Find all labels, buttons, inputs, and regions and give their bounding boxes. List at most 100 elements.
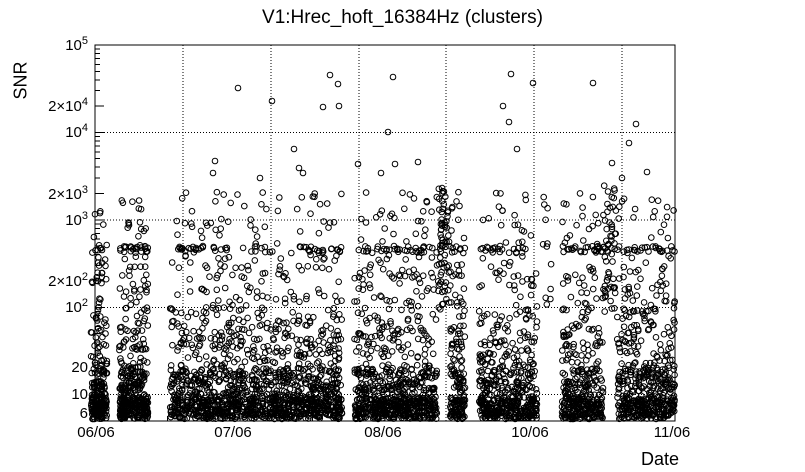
data-point (168, 259, 176, 266)
data-point (501, 394, 509, 402)
data-point (504, 401, 511, 409)
data-point (670, 316, 678, 324)
data-point (490, 330, 497, 337)
data-point (509, 394, 517, 401)
data-point (332, 384, 340, 392)
data-point (359, 275, 366, 283)
data-point (582, 387, 589, 395)
data-point (625, 340, 633, 347)
data-point (212, 198, 219, 205)
data-point (278, 414, 285, 422)
data-point (671, 362, 678, 370)
data-point (98, 246, 106, 254)
data-point (657, 228, 665, 236)
data-point (519, 238, 526, 246)
data-point (394, 248, 402, 256)
data-point (304, 263, 312, 270)
data-point (490, 351, 498, 358)
data-point (116, 285, 124, 292)
data-point (374, 314, 381, 321)
data-point (177, 246, 185, 253)
data-point (523, 316, 530, 323)
data-point (561, 239, 569, 246)
data-point (265, 367, 272, 374)
data-point (179, 376, 187, 383)
data-point (313, 255, 320, 263)
data-point (296, 410, 303, 418)
data-point (188, 404, 195, 412)
data-point (586, 263, 593, 271)
data-point (396, 280, 403, 287)
data-point (514, 221, 522, 228)
data-point (237, 333, 244, 341)
data-point (447, 328, 455, 335)
data-point (589, 79, 597, 87)
data-point (418, 293, 426, 300)
data-point (180, 322, 188, 330)
y-tick-label: 103 (65, 209, 88, 229)
data-point (508, 383, 516, 391)
data-point (492, 376, 500, 384)
data-point (458, 272, 465, 280)
data-point (95, 303, 102, 311)
data-point (310, 384, 318, 391)
data-point (102, 391, 109, 398)
data-point (624, 329, 632, 337)
data-point (88, 404, 95, 411)
data-point (530, 412, 538, 419)
data-point (580, 345, 588, 353)
data-point (94, 349, 102, 357)
data-point (605, 269, 612, 276)
data-point (627, 399, 635, 407)
data-point (285, 325, 292, 333)
data-point (217, 329, 225, 336)
y-tick-label: 2×103 (48, 183, 88, 203)
data-point (505, 118, 513, 126)
data-point (272, 328, 280, 336)
data-point (174, 291, 181, 299)
y-tick-label: 104 (65, 122, 88, 142)
data-point (89, 279, 96, 287)
data-point (307, 251, 314, 259)
data-point (226, 305, 234, 313)
data-point (198, 234, 206, 241)
data-point (593, 243, 601, 251)
data-point (381, 225, 389, 232)
data-point (333, 380, 341, 388)
data-point (94, 269, 101, 277)
data-point (183, 405, 191, 413)
data-point (654, 393, 662, 401)
data-point (231, 390, 238, 398)
data-point (643, 371, 651, 379)
data-point (133, 298, 140, 306)
data-point (585, 370, 593, 377)
data-point (404, 341, 412, 348)
data-point (570, 325, 578, 332)
data-point (507, 403, 515, 410)
data-point (531, 368, 539, 375)
data-point (636, 407, 644, 414)
data-point (290, 391, 297, 399)
data-point (295, 360, 303, 368)
data-point (320, 292, 328, 300)
data-point (296, 228, 304, 235)
data-point (334, 80, 342, 88)
data-point (290, 296, 298, 303)
data-point (449, 244, 457, 252)
data-point (291, 381, 299, 389)
data-point (183, 375, 190, 382)
data-point (219, 400, 226, 407)
data-point (277, 347, 285, 355)
data-point (244, 350, 252, 358)
data-point (250, 376, 258, 384)
data-point (500, 270, 507, 278)
data-point (117, 358, 125, 365)
data-point (646, 382, 654, 390)
data-point (461, 307, 468, 315)
data-point (188, 220, 195, 227)
data-point (359, 350, 367, 357)
data-point (237, 377, 244, 384)
data-point (297, 336, 304, 344)
data-point (511, 286, 519, 294)
